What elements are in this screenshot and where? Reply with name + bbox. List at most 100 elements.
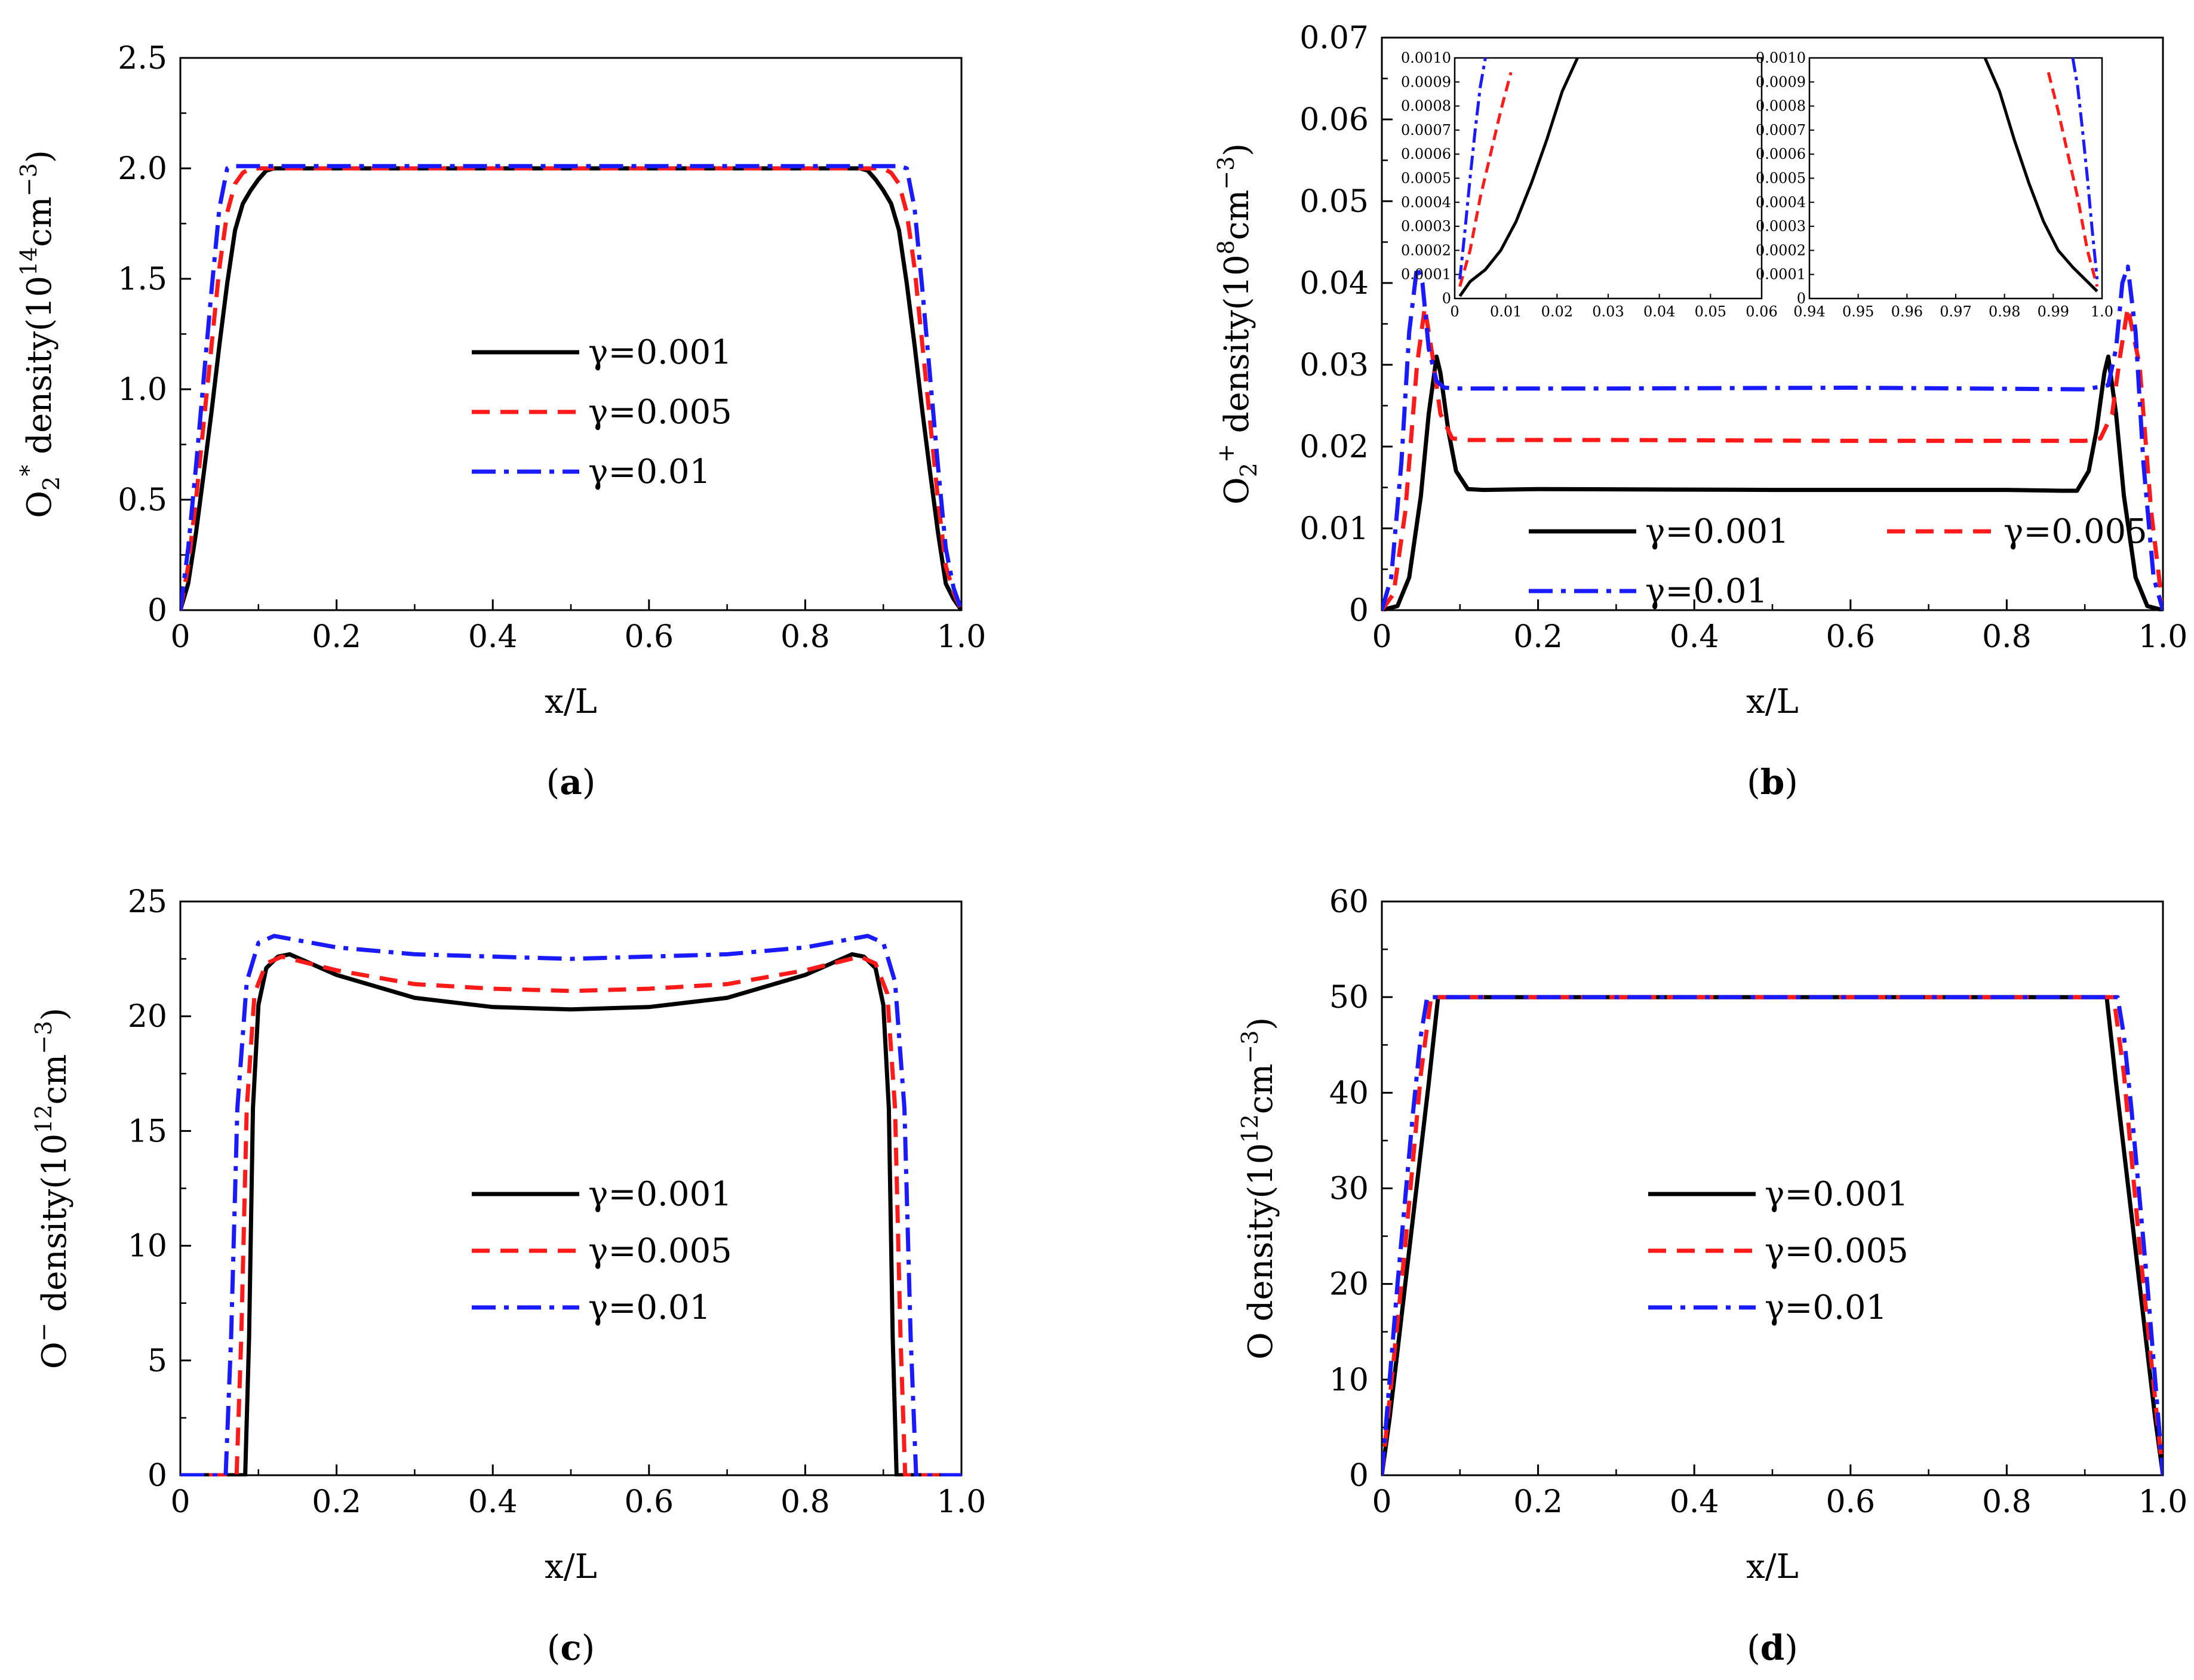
x-tick-label: 0.8 — [1982, 619, 2032, 655]
legend-label: γ=0.005 — [1765, 1232, 1909, 1270]
panel-letter: c — [560, 1627, 581, 1668]
x-tick-label: 0.2 — [312, 1484, 361, 1520]
series-line-g0001 — [1382, 354, 2163, 611]
panel-label: (b) — [1747, 762, 1798, 802]
inset-y-tick-label: 0.0010 — [1756, 50, 1806, 66]
inset-x-tick-label: 0.03 — [1592, 303, 1624, 320]
y-axis-title-part: O — [20, 491, 59, 518]
legend-label: γ=0.005 — [588, 393, 732, 432]
inset-y-tick-label: 0.0007 — [1756, 122, 1806, 139]
axes-b: 0 0.2 0.4 0.6 0.8 1.0 0 0.01 0.02 0.03 0.04 0.05 0.0… — [1213, 20, 2187, 721]
paren-close: ) — [1784, 762, 1798, 802]
paren-open: ( — [1747, 1627, 1760, 1668]
x-tick-label: 0.2 — [312, 619, 361, 655]
x-tick-label: 1.0 — [2138, 1484, 2188, 1520]
x-tick-label: 0 — [170, 1484, 190, 1520]
y-tick-label: 0 — [148, 593, 167, 629]
y-axis-title-part: −3 — [16, 163, 42, 196]
y-tick-label: 0.01 — [1299, 511, 1369, 547]
inset-y-tick-label: 0.0008 — [1401, 98, 1451, 115]
inset-y-tick-label: 0.0010 — [1401, 50, 1451, 66]
legend: γ=0.001 γ=0.005 γ=0.01 — [472, 333, 732, 491]
legend-label: γ=0.005 — [588, 1232, 732, 1270]
x-tick-label: 0.4 — [1670, 1484, 1719, 1520]
series-line-g001 — [1382, 995, 2163, 1476]
y-axis-title-part: 8 — [1213, 240, 1239, 254]
y-axis-title-part: 12 — [30, 1104, 57, 1133]
y-tick-label: 0.06 — [1299, 102, 1369, 138]
series-line-g001 — [180, 164, 961, 611]
y-axis-title-part: cm — [20, 196, 59, 247]
y-tick-label: 25 — [128, 884, 167, 920]
x-tick-label: 0.4 — [468, 1484, 518, 1520]
inset-y-tick-label: 0 — [1797, 290, 1806, 307]
inset-y-tick-label: 0.0009 — [1756, 73, 1806, 90]
y-tick-label: 10 — [1329, 1362, 1369, 1398]
y-tick-label: 0.04 — [1299, 266, 1369, 301]
y-tick-label: 0 — [1349, 1458, 1369, 1494]
inset-x-tick-label: 0.99 — [2038, 303, 2069, 320]
y-tick-label: 0.03 — [1299, 347, 1369, 383]
y-axis-title-part: cm — [1242, 1064, 1280, 1114]
y-axis-title-part: ) — [1218, 143, 1256, 156]
inset-series-line — [2046, 72, 2099, 287]
y-tick-label: 50 — [1329, 980, 1369, 1016]
legend: γ=0.001 γ=0.005 γ=0.01 — [1648, 1175, 1909, 1327]
y-tick-label: 0.07 — [1299, 20, 1369, 56]
y-axis-title-part: * — [16, 465, 42, 476]
legend-label: γ=0.001 — [1765, 1175, 1909, 1214]
inset-frame — [1454, 57, 1763, 300]
inset-x-tick-label: 0.05 — [1695, 303, 1726, 320]
legend-label: γ=0.01 — [1645, 572, 1768, 611]
y-tick-label: 2.5 — [118, 41, 167, 76]
inset-y-tick-label: 0.0005 — [1401, 170, 1451, 187]
y-axis-title-part: ) — [35, 1008, 74, 1021]
y-axis-title-part: O — [1218, 477, 1256, 504]
x-tick-label: 0.4 — [468, 619, 518, 655]
inset-y-tick-label: 0.0001 — [1401, 266, 1451, 283]
y-axis-title-part: −3 — [1213, 156, 1239, 190]
x-tick-label: 1.0 — [937, 1484, 987, 1520]
y-axis-title: O2+ density(108cm−3) — [1213, 143, 1262, 504]
inset-0: 0 0.0001 0.0002 0.0003 0.0004 0.0005 0.0006 0.0… — [1401, 50, 1778, 320]
inset-x-tick-label: 0 — [1450, 303, 1459, 320]
inset-y-tick-label: 0.0009 — [1401, 73, 1451, 90]
inset-series-line — [1983, 58, 2098, 293]
y-axis-title: O− density(1012cm−3) — [30, 1008, 74, 1369]
legend: γ=0.001 γ=0.005 γ=0.01 — [1529, 512, 2147, 611]
inset-x-tick-label: 1.0 — [2091, 303, 2113, 320]
y-tick-label: 0.5 — [118, 482, 167, 518]
inset-y-tick-label: 0.0006 — [1401, 146, 1451, 162]
x-tick-label: 0.6 — [1826, 619, 1875, 655]
y-tick-label: 0 — [1349, 593, 1369, 629]
inset-y-tick-label: 0.0007 — [1401, 122, 1451, 139]
axes-a: 0 0.2 0.4 0.6 0.8 1.0 0 0.5 1.0 1.5 2.0 2.5 x/L O2* d… — [16, 41, 986, 721]
y-axis-title-part: cm — [1218, 190, 1256, 240]
y-tick-label: 0 — [148, 1458, 167, 1494]
x-tick-label: 0.6 — [1826, 1484, 1875, 1520]
series-line-g0005 — [180, 954, 961, 1476]
x-tick-label: 0.6 — [624, 1484, 674, 1520]
y-axis-title-part: 14 — [16, 247, 42, 276]
y-tick-label: 2.0 — [118, 151, 167, 187]
x-tick-label: 0.2 — [1513, 1484, 1563, 1520]
x-axis-title: x/L — [1746, 682, 1799, 721]
y-axis-title-part: density(10 — [1218, 254, 1256, 444]
inset-x-tick-label: 0.96 — [1891, 303, 1923, 320]
y-axis-title: O2* density(1014cm−3) — [16, 150, 64, 518]
panel-label: (a) — [546, 762, 596, 802]
legend-label: γ=0.01 — [1765, 1288, 1887, 1327]
paren-open: ( — [546, 762, 560, 802]
x-tick-label: 0.8 — [781, 619, 830, 655]
legend-label: γ=0.001 — [588, 333, 732, 372]
y-axis-title-part: density(10 — [35, 1134, 74, 1323]
paren-open: ( — [1747, 762, 1760, 802]
inset-y-tick-label: 0.0004 — [1756, 194, 1806, 211]
inset-x-tick-label: 0.94 — [1793, 303, 1825, 320]
series-line-g001 — [1382, 264, 2163, 611]
inset-y-tick-label: 0.0005 — [1756, 170, 1806, 187]
legend-label: γ=0.001 — [1645, 512, 1789, 551]
y-axis-title: O density(1012cm−3) — [1237, 1017, 1280, 1359]
panel-label: (c) — [547, 1627, 595, 1668]
series-line-g001 — [180, 934, 961, 1476]
